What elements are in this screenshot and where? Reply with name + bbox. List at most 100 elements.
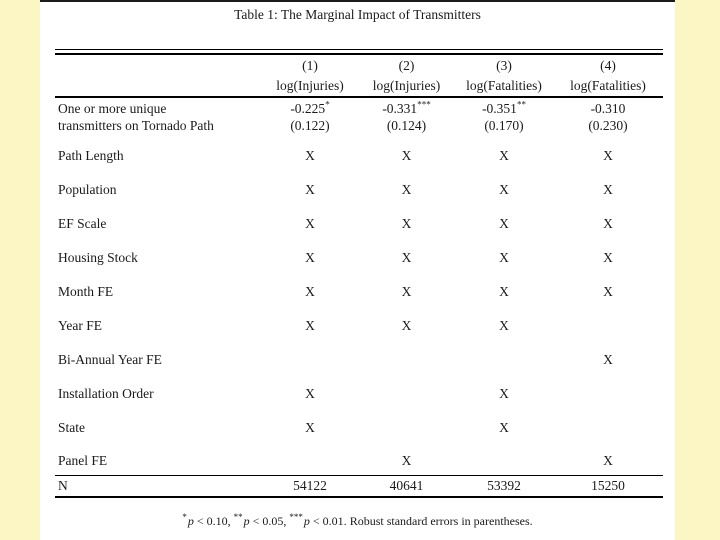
table-row: Panel FE X X [55, 441, 663, 475]
table-row: Bi-Annual Year FE X [55, 339, 663, 373]
table-cell: X [603, 249, 613, 265]
table-cell: X [499, 249, 509, 265]
row-label: Year FE [58, 317, 103, 333]
column-number: (1) [302, 57, 318, 73]
table-cell [262, 441, 358, 475]
coefficient-row: One or more unique -0.225* -0.331*** -0.… [55, 97, 663, 117]
se-cell: (0.122) [290, 118, 330, 133]
estimate-cell: -0.351** [482, 99, 526, 116]
table-cell: X [401, 453, 412, 469]
table-cell: X [499, 419, 509, 435]
n-cell: 53392 [455, 474, 553, 498]
row-label: One or more unique [58, 101, 167, 116]
table-cell: X [499, 317, 509, 333]
table-cell [358, 407, 455, 441]
table-row: Year FE X X X [55, 305, 663, 339]
se-cell: (0.230) [588, 118, 628, 133]
table-cell: X [499, 385, 509, 401]
column-number: (2) [398, 57, 415, 73]
table-cell: X [401, 249, 412, 265]
column-header: log(Fatalities) [553, 76, 663, 98]
row-label: State [58, 419, 85, 435]
table-cell: X [603, 351, 613, 367]
column-header: log(Fatalities) [455, 76, 553, 98]
row-label: Bi-Annual Year FE [58, 351, 162, 367]
table-cell: X [603, 215, 613, 231]
std-error-row: transmitters on Tornado Path (0.122) (0.… [55, 117, 663, 135]
paper-page: Table 1: The Marginal Impact of Transmit… [40, 0, 675, 540]
significance-stars: * [325, 99, 330, 110]
row-label: EF Scale [58, 215, 107, 231]
significance-stars: *** [417, 99, 431, 110]
table-cell: X [499, 215, 509, 231]
table-cell [455, 441, 553, 475]
table-cell: X [603, 283, 613, 299]
table-cell [553, 407, 663, 441]
left-margin-strip [0, 0, 40, 540]
table-cell: X [401, 181, 412, 197]
table-top-rule-thin [55, 49, 663, 53]
footnote-segment: ***p < 0.01. [289, 512, 347, 529]
table-cell: X [305, 249, 315, 265]
table-cell: X [305, 215, 315, 231]
empty-header-cell [55, 76, 262, 98]
table-cell: X [603, 181, 613, 197]
table-cell [358, 373, 455, 407]
table-cell [358, 339, 455, 373]
table-row: EF Scale X X X X [55, 203, 663, 237]
estimate-cell: -0.225* [290, 99, 330, 116]
table-row: State X X [55, 407, 663, 441]
table-cell [553, 373, 663, 407]
table-cell: X [305, 283, 315, 299]
table-cell: X [499, 147, 509, 163]
table-cell: X [305, 419, 315, 435]
significance-footnote: *p < 0.10, **p < 0.05, ***p < 0.01. Robu… [40, 512, 675, 529]
row-label: transmitters on Tornado Path [58, 118, 214, 133]
row-label: Panel FE [58, 453, 108, 469]
table-row: Path Length X X X X [55, 135, 663, 169]
table-cell: X [603, 147, 613, 163]
table-title: Table 1: The Marginal Impact of Transmit… [234, 7, 481, 22]
row-label: Path Length [58, 147, 124, 163]
column-number: (3) [496, 57, 512, 73]
table-cell [455, 339, 553, 373]
page-top-edge [40, 0, 675, 2]
table-cell: X [499, 283, 509, 299]
table-cell: X [401, 317, 412, 333]
estimate-cell: -0.331*** [382, 99, 431, 116]
row-label: Installation Order [58, 385, 154, 401]
empty-header-cell [55, 55, 262, 76]
table-cell: X [305, 147, 315, 163]
se-cell: (0.124) [386, 118, 427, 133]
n-cell: 40641 [358, 474, 455, 498]
table-cell [553, 305, 663, 339]
row-label: Housing Stock [58, 249, 138, 265]
table-row: Month FE X X X X [55, 271, 663, 305]
table-cell: X [401, 147, 412, 163]
column-number: (4) [600, 57, 616, 73]
table-top-rule-thick [55, 53, 663, 55]
n-cell: 54122 [262, 474, 358, 498]
n-cell: 15250 [553, 474, 663, 498]
row-label: N [55, 474, 262, 498]
footnote-segment: *p < 0.10, [182, 512, 231, 529]
observations-row: N 54122 40641 53392 15250 [55, 474, 663, 498]
right-margin-strip [675, 0, 720, 540]
table-cell: X [603, 453, 613, 469]
table-cell: X [305, 181, 315, 197]
row-label: Population [58, 181, 117, 197]
table-cell: X [305, 385, 315, 401]
column-number-row: (1) (2) (3) (4) [55, 55, 663, 76]
se-cell: (0.170) [484, 118, 524, 133]
table-cell [262, 339, 358, 373]
table-row: Population X X X X [55, 169, 663, 203]
significance-stars: ** [516, 99, 526, 110]
column-header: log(Injuries) [262, 76, 358, 98]
results-table: (1) (2) (3) (4) log(Injuries) log(Injuri… [55, 55, 663, 498]
table-cell: X [499, 181, 509, 197]
row-label: Month FE [58, 283, 114, 299]
table-cell: X [401, 215, 412, 231]
table-row: Installation Order X X [55, 373, 663, 407]
table-row: Housing Stock X X X X [55, 237, 663, 271]
column-header: log(Injuries) [358, 76, 455, 98]
